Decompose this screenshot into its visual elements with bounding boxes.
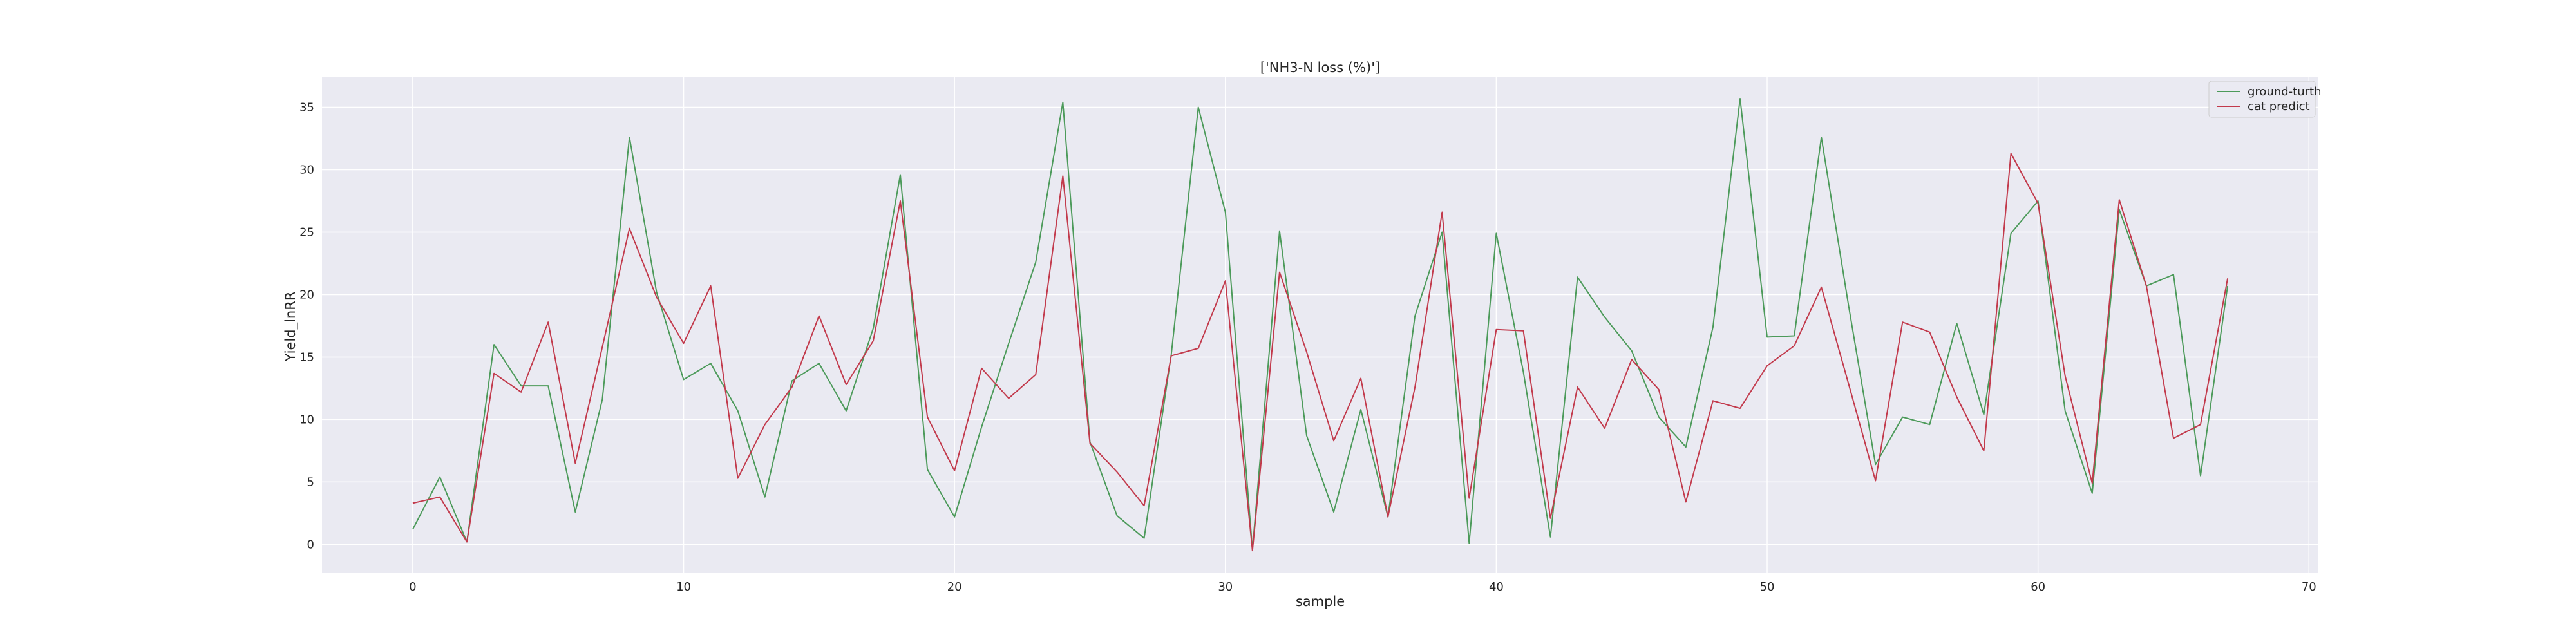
grid-lines [322, 77, 2318, 573]
legend-box [2208, 80, 2316, 118]
y-tick-label: 15 [299, 350, 314, 364]
x-tick-label: 50 [1760, 580, 1775, 594]
x-tick-label: 30 [1218, 580, 1233, 594]
x-axis-label: sample [1296, 594, 1345, 609]
chart-title: ['NH3-N loss (%)'] [1260, 60, 1380, 75]
x-tick-labels: 0 10 20 30 40 50 60 70 [409, 580, 2316, 594]
y-tick-label: 35 [299, 101, 314, 115]
legend-label-ground-turth: ground-turth [2248, 85, 2322, 99]
y-tick-label: 5 [307, 475, 314, 489]
y-tick-label: 30 [299, 164, 314, 177]
y-axis-label: Yield_lnRR [283, 292, 299, 363]
y-tick-labels: 0 5 10 15 20 25 30 35 [299, 101, 314, 552]
series-line-ground-turth [412, 98, 2229, 551]
y-tick-label: 10 [299, 413, 314, 426]
x-tick-label: 10 [676, 580, 691, 594]
legend-label-cat-predict: cat predict [2248, 100, 2310, 113]
plot-background [322, 77, 2318, 573]
legend: ground-turth cat predict [2208, 80, 2322, 118]
plot-area [322, 77, 2318, 573]
y-tick-label: 20 [299, 288, 314, 301]
x-tick-label: 70 [2302, 580, 2316, 594]
y-tick-label: 0 [307, 538, 314, 551]
x-tick-label: 60 [2031, 580, 2045, 594]
series-line-cat-predict [412, 153, 2229, 552]
series-lines [412, 98, 2229, 552]
x-tick-label: 20 [947, 580, 962, 594]
y-tick-label: 25 [299, 226, 314, 240]
x-tick-label: 0 [409, 580, 416, 594]
x-tick-label: 40 [1489, 580, 1504, 594]
